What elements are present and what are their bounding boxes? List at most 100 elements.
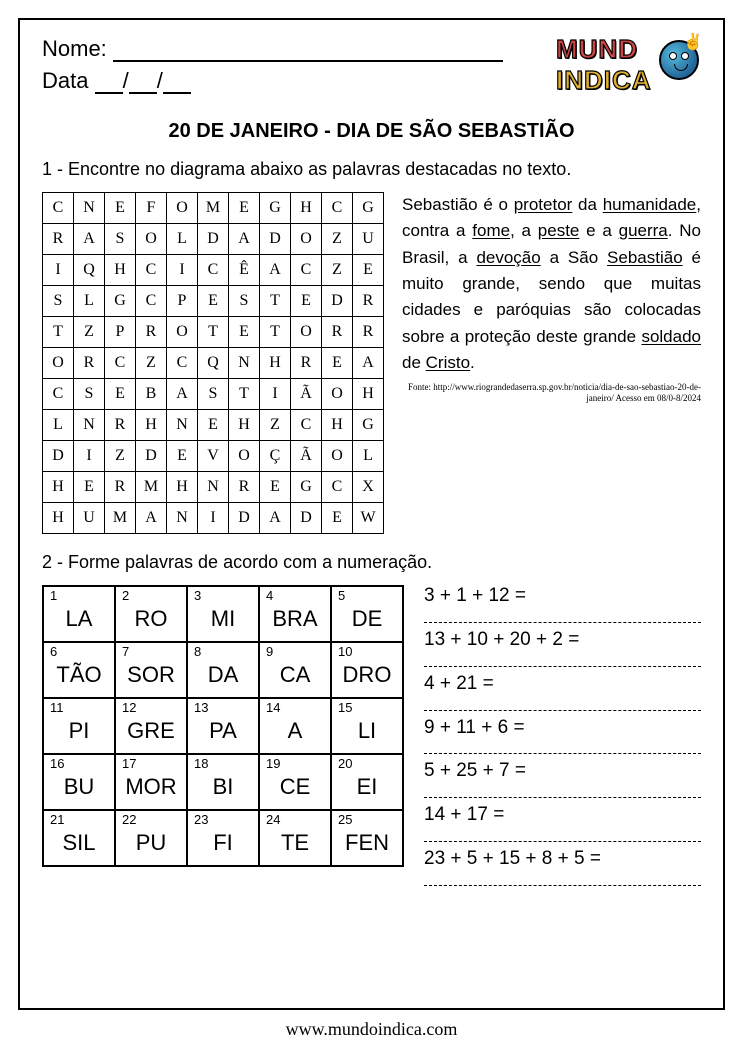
wordsearch-cell: O	[291, 317, 322, 348]
wordsearch-cell: T	[260, 317, 291, 348]
date-label: Data	[42, 68, 88, 93]
wordsearch-cell: R	[229, 472, 260, 503]
answer-line[interactable]	[424, 872, 701, 886]
wordsearch-cell: N	[74, 410, 105, 441]
wordsearch-cell: O	[167, 317, 198, 348]
wordsearch-cell: Ê	[229, 255, 260, 286]
syllable-cell: 21 SIL	[43, 810, 115, 866]
syllable-text: A	[260, 718, 330, 744]
wordsearch-cell: C	[136, 286, 167, 317]
globe-icon	[659, 40, 699, 80]
wordsearch-cell: C	[322, 193, 353, 224]
wordsearch-cell: G	[353, 410, 384, 441]
wordsearch-cell: R	[105, 472, 136, 503]
syllable-cell: 15 LI	[331, 698, 403, 754]
wordsearch-cell: H	[105, 255, 136, 286]
syllable-number: 24	[260, 813, 330, 826]
syllable-cell: 6TÃO	[43, 642, 115, 698]
syllable-text: TÃO	[44, 662, 114, 688]
wordsearch-cell: C	[43, 193, 74, 224]
answer-line[interactable]	[424, 784, 701, 798]
date-month[interactable]	[129, 74, 157, 94]
wordsearch-cell: S	[229, 286, 260, 317]
word-peste: peste	[538, 221, 580, 240]
syllable-text: BI	[188, 774, 258, 800]
syllable-cell: 16BU	[43, 754, 115, 810]
equation: 5 + 25 + 7 =	[424, 760, 701, 782]
wordsearch-cell: Z	[136, 348, 167, 379]
wordsearch-cell: T	[260, 286, 291, 317]
wordsearch-cell: C	[291, 255, 322, 286]
wordsearch-cell: O	[322, 441, 353, 472]
syllable-number: 16	[44, 757, 114, 770]
wordsearch-cell: C	[105, 348, 136, 379]
answer-line[interactable]	[424, 828, 701, 842]
txt: a São	[541, 248, 607, 267]
syllable-number: 3	[188, 589, 258, 602]
syllable-number: 21	[44, 813, 114, 826]
wordsearch-cell: L	[167, 224, 198, 255]
syllable-text: GRE	[116, 718, 186, 744]
footer-url: www.mundoindica.com	[0, 1019, 743, 1040]
wordsearch-cell: D	[260, 224, 291, 255]
syllable-number: 18	[188, 757, 258, 770]
word-cristo: Cristo	[426, 353, 470, 372]
wordsearch-cell: C	[291, 410, 322, 441]
wordsearch-cell: E	[229, 317, 260, 348]
wordsearch-cell: E	[291, 286, 322, 317]
syllable-cell: 3MI	[187, 586, 259, 642]
syllable-text: MOR	[116, 774, 186, 800]
wordsearch-cell: S	[198, 379, 229, 410]
wordsearch-cell: L	[43, 410, 74, 441]
wordsearch-grid: CNEFOMEGHCGRASOLDADOZUIQHCICÊACZESLGCPES…	[42, 192, 384, 534]
wordsearch-cell: N	[167, 410, 198, 441]
wordsearch-cell: P	[167, 286, 198, 317]
wordsearch-cell: W	[353, 503, 384, 534]
date-day[interactable]	[95, 74, 123, 94]
wordsearch-cell: S	[74, 379, 105, 410]
syllable-text: PA	[188, 718, 258, 744]
wordsearch-cell: L	[74, 286, 105, 317]
syllable-number: 2	[116, 589, 186, 602]
answer-line[interactable]	[424, 653, 701, 667]
syllable-number: 23	[188, 813, 258, 826]
word-soldado: soldado	[641, 327, 701, 346]
wordsearch-cell: T	[43, 317, 74, 348]
wordsearch-cell: H	[260, 348, 291, 379]
syllable-cell: 2RO	[115, 586, 187, 642]
wordsearch-cell: A	[229, 224, 260, 255]
wordsearch-cell: R	[353, 317, 384, 348]
syllable-text: SOR	[116, 662, 186, 688]
wordsearch-cell: G	[353, 193, 384, 224]
wordsearch-cell: R	[74, 348, 105, 379]
wordsearch-cell: C	[167, 348, 198, 379]
syllable-number: 10	[332, 645, 402, 658]
syllable-cell: 17MOR	[115, 754, 187, 810]
wordsearch-cell: M	[105, 503, 136, 534]
txt: , a	[510, 221, 538, 240]
equations-list: 3 + 1 + 12 =13 + 10 + 20 + 2 =4 + 21 =9 …	[424, 585, 701, 892]
name-input-line[interactable]	[113, 42, 503, 62]
syllable-number: 15	[332, 701, 402, 714]
answer-line[interactable]	[424, 609, 701, 623]
date-year[interactable]	[163, 74, 191, 94]
word-fome: fome	[472, 221, 510, 240]
wordsearch-cell: I	[43, 255, 74, 286]
wordsearch-cell: E	[105, 193, 136, 224]
syllable-text: SIL	[44, 830, 114, 856]
wordsearch-cell: Z	[260, 410, 291, 441]
wordsearch-cell: C	[43, 379, 74, 410]
syllable-cell: 18 BI	[187, 754, 259, 810]
syllable-number: 13	[188, 701, 258, 714]
syllable-number: 11	[44, 701, 114, 714]
syllable-text: LI	[332, 718, 402, 744]
page-border: Nome: Data // MUND INDICA 20 DE JANEIRO …	[18, 18, 725, 1010]
wordsearch-cell: A	[260, 503, 291, 534]
wordsearch-cell: R	[43, 224, 74, 255]
answer-line[interactable]	[424, 697, 701, 711]
answer-line[interactable]	[424, 740, 701, 754]
name-label: Nome:	[42, 36, 107, 61]
wordsearch-cell: U	[353, 224, 384, 255]
txt: de	[402, 353, 426, 372]
q1-instruction: 1 - Encontre no diagrama abaixo as palav…	[42, 159, 701, 180]
